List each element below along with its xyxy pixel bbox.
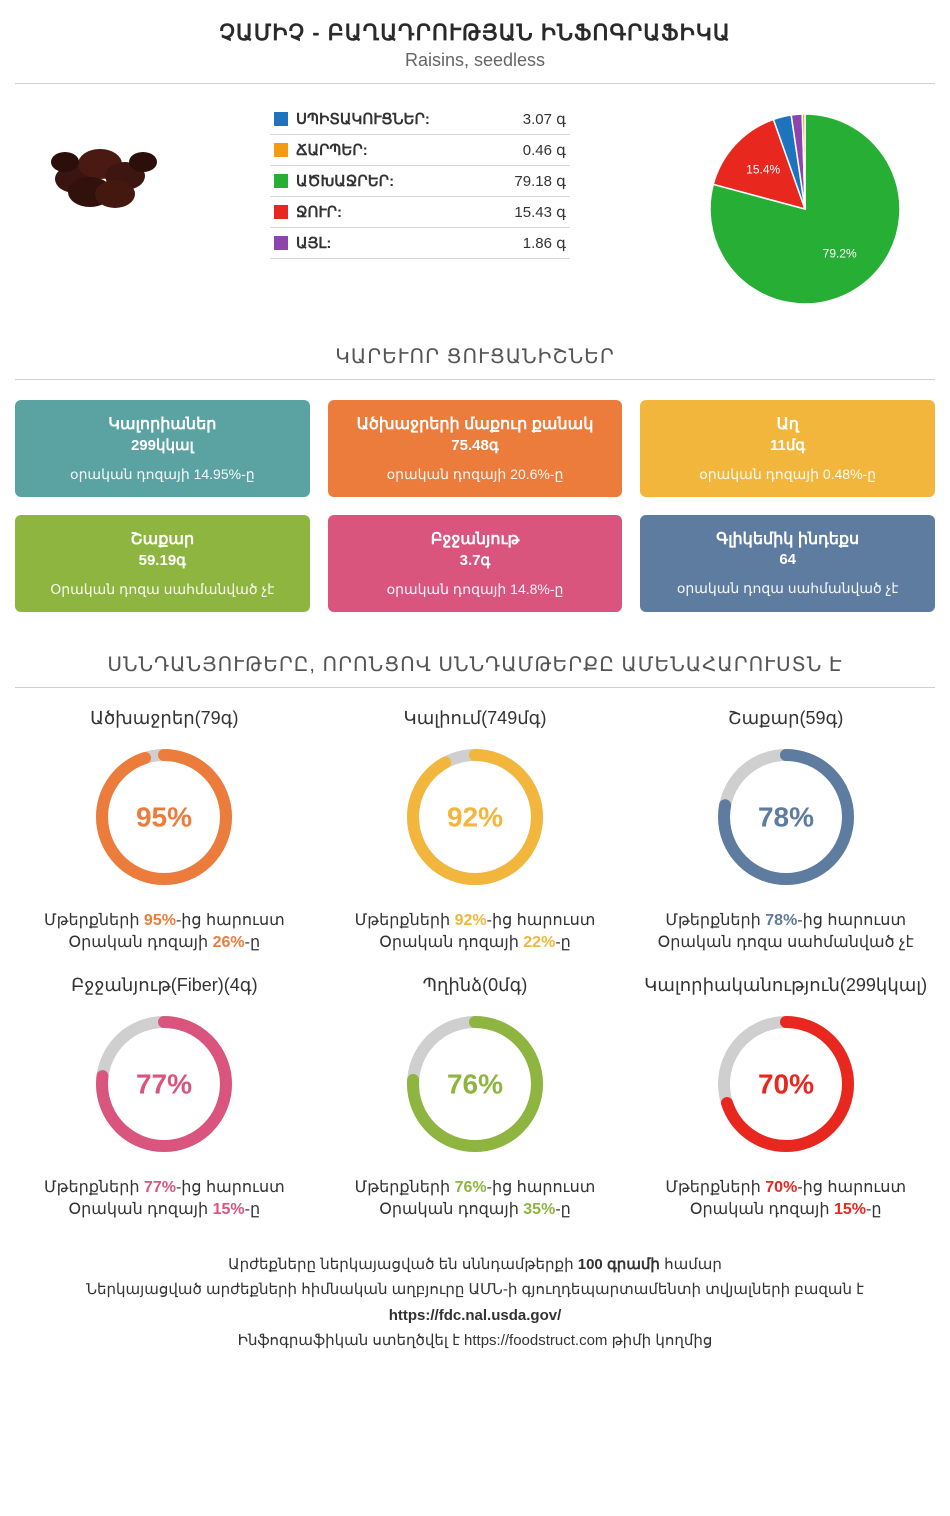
color-swatch [274,112,288,126]
header: ՉԱՄԻՉ - ԲԱՂԱԴՐՈՒԹՅԱՆ ԻՆՖՈԳՐԱՖԻԿԱ Raisins… [15,20,935,71]
donut-chart: 95% [84,737,244,897]
donut-title: Ածխաջրեր(79գ) [15,708,314,729]
divider [15,687,935,688]
card-title: Շաքար [25,529,300,549]
pie-label: 79.2% [823,246,857,260]
card-value: 59.19գ [25,551,300,569]
donut-title: Բջջանյութ(Fiber)(4գ) [15,975,314,996]
macro-value: 3.07 գ [523,110,566,128]
donut-item: Շաքար(59գ) 78% Մթերքների 78%-ից հարուստ … [636,708,935,955]
page-subtitle: Raisins, seedless [15,50,935,71]
color-swatch [274,143,288,157]
card-value: 3.7գ [338,551,613,569]
footer: Արժեքները ներկայացված են սննդամթերքի 100… [15,1252,935,1354]
indicator-card: Աղ 11մգ օրական դոզայի 0.48%-ը [640,400,935,497]
color-swatch [274,236,288,250]
macro-row: ԱՅԼ: 1.86 գ [270,228,570,259]
color-swatch [274,174,288,188]
donut-chart: 92% [395,737,555,897]
indicator-cards: Կալորիաներ 299կկալ օրական դոզայի 14.95%-… [15,400,935,612]
macro-table: ՍՊԻՏԱԿՈՒՑՆԵՐ: 3.07 գ ՃԱՐՊԵՐ: 0.46 գ ԱԾԽԱ… [270,104,570,259]
color-swatch [274,205,288,219]
card-value: 64 [650,551,925,568]
divider [15,83,935,84]
card-subtext: օրական դոզա սահմանված չէ [650,580,925,597]
macro-label: ՃԱՐՊԵՐ: [296,141,523,159]
macro-row: ԱԾԽԱՋՐԵՐ: 79.18 գ [270,166,570,197]
card-subtext: օրական դոզայի 14.8%-ը [338,581,613,598]
macro-label: ՍՊԻՏԱԿՈՒՑՆԵՐ: [296,110,523,128]
card-title: Ածխաջրերի մաքուր քանակ [338,414,613,434]
card-value: 299կկալ [25,436,300,454]
macro-row: ՋՈՒՐ: 15.43 գ [270,197,570,228]
donut-percent: 70% [758,1068,814,1099]
section-title-richest: ՍՆՆԴԱՆՅՈՒԹԵՐԸ, ՈՐՈՆՑՈՎ ՍՆՆԴԱՄԹԵՐՔԸ ԱՄԵՆԱ… [15,652,935,677]
footer-text: Արժեքները ներկայացված են սննդամթերքի [228,1256,578,1273]
indicator-card: Կալորիաներ 299կկալ օրական դոզայի 14.95%-… [15,400,310,497]
macro-label: ԱԾԽԱՋՐԵՐ: [296,172,514,190]
donut-caption: Մթերքների 76%-ից հարուստ Օրական դոզայի 3… [326,1177,625,1222]
donut-percent: 95% [136,802,192,833]
card-subtext: օրական դոզայի 0.48%-ը [650,466,925,483]
card-title: Բջջանյութ [338,529,613,549]
donut-grid: Ածխաջրեր(79գ) 95% Մթերքների 95%-ից հարու… [15,708,935,1222]
top-section: ՍՊԻՏԱԿՈՒՑՆԵՐ: 3.07 գ ՃԱՐՊԵՐ: 0.46 գ ԱԾԽԱ… [15,104,935,314]
section-title-indicators: ԿԱՐԵՒՈՐ ՑՈՒՑԱՆԻՇՆԵՐ [15,344,935,369]
footer-text: համար [660,1256,722,1273]
donut-title: Կալորիականություն(299կկալ) [636,975,935,996]
donut-chart: 70% [706,1004,866,1164]
card-title: Աղ [650,414,925,434]
card-subtext: օրական դոզայի 14.95%-ը [25,466,300,483]
indicator-card: Գլիկեմիկ ինդեքս 64 օրական դոզա սահմանված… [640,515,935,612]
donut-caption: Մթերքների 77%-ից հարուստ Օրական դոզայի 1… [15,1177,314,1222]
donut-percent: 92% [447,802,503,833]
food-image [15,104,185,234]
donut-chart: 76% [395,1004,555,1164]
card-value: 11մգ [650,436,925,454]
footer-text: Ներկայացված արժեքների հիմնական աղբյուրը … [15,1277,935,1303]
donut-caption: Մթերքների 78%-ից հարուստ Օրական դոզա սահ… [636,910,935,955]
card-title: Կալորիաներ [25,414,300,434]
pie-label: 15.4% [746,162,780,176]
card-title: Գլիկեմիկ ինդեքս [650,529,925,549]
card-subtext: Օրական դոզա սահմանված չէ [25,581,300,598]
indicator-card: Ածխաջրերի մաքուր քանակ 75.48գ օրական դոզ… [328,400,623,497]
indicator-card: Շաքար 59.19գ Օրական դոզա սահմանված չէ [15,515,310,612]
macro-row: ՍՊԻՏԱԿՈՒՑՆԵՐ: 3.07 գ [270,104,570,135]
macro-value: 0.46 գ [523,141,566,159]
donut-chart: 77% [84,1004,244,1164]
macro-value: 15.43 գ [514,203,566,221]
page-title: ՉԱՄԻՉ - ԲԱՂԱԴՐՈՒԹՅԱՆ ԻՆՖՈԳՐԱՖԻԿԱ [15,20,935,46]
donut-title: Շաքար(59գ) [636,708,935,729]
macro-row: ՃԱՐՊԵՐ: 0.46 գ [270,135,570,166]
donut-percent: 77% [136,1068,192,1099]
macro-value: 79.18 գ [514,172,566,190]
donut-title: Պղինձ(0մգ) [326,975,625,996]
footer-bold: 100 գրամի [578,1256,660,1273]
footer-text: Ինֆոգրաֆիկան ստեղծվել է https://foodstru… [15,1328,935,1354]
donut-item: Բջջանյութ(Fiber)(4գ) 77% Մթերքների 77%-ի… [15,975,314,1222]
card-subtext: օրական դոզայի 20.6%-ը [338,466,613,483]
donut-caption: Մթերքների 95%-ից հարուստ Օրական դոզայի 2… [15,910,314,955]
donut-chart: 78% [706,737,866,897]
donut-caption: Մթերքների 92%-ից հարուստ Օրական դոզայի 2… [326,910,625,955]
pie-chart: 79.2% 15.4% [655,104,935,314]
donut-item: Ածխաջրեր(79գ) 95% Մթերքների 95%-ից հարու… [15,708,314,955]
indicator-card: Բջջանյութ 3.7գ օրական դոզայի 14.8%-ը [328,515,623,612]
donut-caption: Մթերքների 70%-ից հարուստ Օրական դոզայի 1… [636,1177,935,1222]
donut-item: Պղինձ(0մգ) 76% Մթերքների 76%-ից հարուստ … [326,975,625,1222]
divider [15,379,935,380]
card-value: 75.48գ [338,436,613,454]
donut-percent: 76% [447,1068,503,1099]
footer-link: https://fdc.nal.usda.gov/ [15,1303,935,1329]
donut-item: Կալիում(749մգ) 92% Մթերքների 92%-ից հարո… [326,708,625,955]
macro-label: ՋՈՒՐ: [296,203,514,221]
donut-title: Կալիում(749մգ) [326,708,625,729]
macro-label: ԱՅԼ: [296,234,523,252]
macro-value: 1.86 գ [523,234,566,252]
donut-percent: 78% [758,802,814,833]
donut-item: Կալորիականություն(299կկալ) 70% Մթերքների… [636,975,935,1222]
